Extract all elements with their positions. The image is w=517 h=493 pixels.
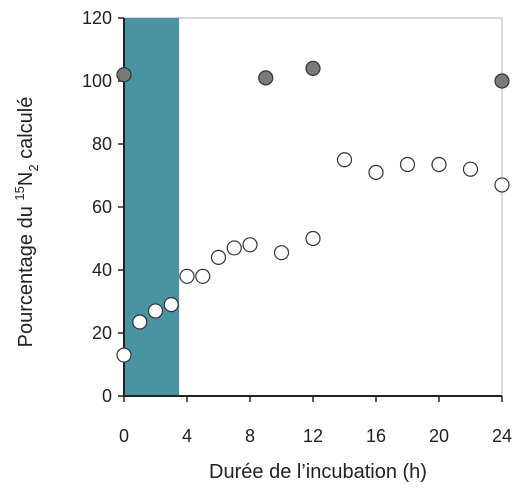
y-axis-title: Pourcentage du 15N2 calculé <box>12 97 41 348</box>
filled-point <box>305 60 321 77</box>
y-axis-title-suffix: calculé <box>15 97 37 165</box>
y-tick-label: 80 <box>92 134 112 154</box>
x-tick-label: 16 <box>366 426 386 446</box>
y-axis-title-subscript: 2 <box>26 164 41 171</box>
data-points <box>116 60 510 363</box>
open-point <box>431 156 447 173</box>
y-tick-label: 120 <box>82 8 112 28</box>
open-point <box>336 152 353 168</box>
shaded-region <box>124 18 180 396</box>
open-point <box>305 230 321 247</box>
y-ticks: 0 20 40 60 80 100 120 <box>82 8 124 406</box>
filled-point <box>258 70 274 86</box>
open-point <box>210 249 227 265</box>
open-point <box>399 156 416 173</box>
filled-point <box>494 73 510 89</box>
open-point <box>195 268 211 284</box>
y-tick-label: 20 <box>92 323 112 343</box>
open-point <box>273 245 290 261</box>
y-axis-title-element: N <box>15 172 37 186</box>
open-point <box>368 164 384 180</box>
open-point <box>147 303 164 319</box>
open-point <box>163 297 179 313</box>
open-point <box>462 161 479 177</box>
x-axis-title: Durée de l’incubation (h) <box>209 461 427 483</box>
y-axis-title-prefix: Pourcentage du <box>15 201 37 348</box>
x-tick-label: 4 <box>182 426 192 446</box>
open-point <box>116 347 132 363</box>
x-tick-label: 0 <box>119 426 129 446</box>
y-axis-title-superscript: 15 <box>12 186 27 200</box>
y-tick-label: 40 <box>92 260 112 280</box>
y-tick-label: 0 <box>102 386 112 406</box>
open-point <box>494 177 510 193</box>
open-point <box>226 240 242 256</box>
open-point <box>242 237 258 253</box>
x-tick-label: 20 <box>429 426 449 446</box>
y-tick-label: 60 <box>92 197 112 217</box>
open-point <box>132 314 148 330</box>
filled-point <box>116 67 132 83</box>
open-point <box>179 268 195 284</box>
x-tick-label: 12 <box>303 426 323 446</box>
x-tick-label: 8 <box>245 426 255 446</box>
x-ticks: 0 4 8 12 16 20 24 <box>119 396 512 446</box>
y-tick-label: 100 <box>82 71 112 91</box>
x-tick-label: 24 <box>492 426 512 446</box>
